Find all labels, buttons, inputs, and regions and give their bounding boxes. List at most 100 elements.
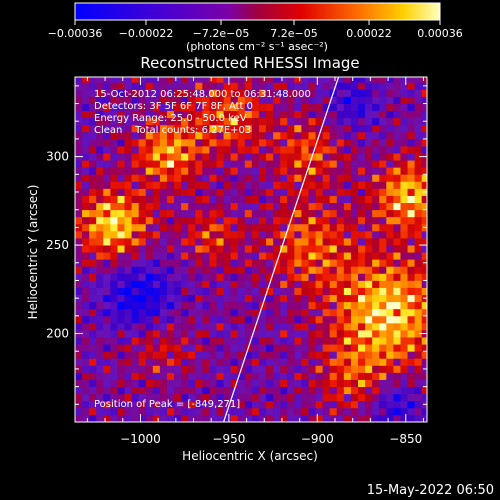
heatmap-pixel [110,245,118,253]
heatmap-pixel [89,372,97,380]
heatmap-pixel [96,124,104,133]
heatmap-pixel [379,358,387,366]
heatmap-pixel [117,131,125,140]
heatmap-pixel [117,330,125,338]
heatmap-pixel [131,174,140,182]
heatmap-pixel [209,110,217,119]
heatmap-pixel [280,386,288,395]
heatmap-pixel [350,188,359,196]
heatmap-pixel [329,287,338,296]
heatmap-pixel [365,174,373,182]
heatmap-pixel [145,252,154,260]
heatmap-pixel [159,209,168,218]
heatmap-pixel [400,365,408,373]
heatmap-pixel [209,400,217,409]
heatmap-pixel [124,89,133,97]
heatmap-pixel [414,174,423,182]
heatmap-pixel [372,414,380,422]
heatmap-pixel [202,400,210,409]
heatmap-pixel [209,124,217,133]
heatmap-pixel [407,77,416,83]
heatmap-pixel [315,259,324,267]
heatmap-pixel [301,330,309,338]
heatmap-pixel [329,308,338,317]
heatmap-pixel [181,308,189,317]
heatmap-pixel [103,287,111,296]
heatmap-pixel [315,82,324,90]
heatmap-pixel [421,287,427,296]
heatmap-pixel [322,131,331,140]
heatmap-pixel [131,153,140,161]
heatmap-pixel [329,400,338,409]
heatmap-pixel [110,330,118,338]
heatmap-pixel [308,110,316,119]
heatmap-pixel [166,96,175,104]
heatmap-pixel [386,131,394,140]
heatmap-pixel [308,259,316,267]
heatmap-pixel [244,266,253,274]
heatmap-pixel [166,230,175,239]
heatmap-pixel [110,238,118,246]
heatmap-pixel [223,379,232,388]
heatmap-pixel [230,230,239,239]
heatmap-pixel [414,146,423,154]
heatmap-pixel [343,358,352,366]
heatmap-pixel [407,96,416,104]
heatmap-pixel [407,308,416,317]
heatmap-pixel [145,308,154,317]
heatmap-pixel [294,103,302,112]
heatmap-pixel [131,315,140,324]
heatmap-pixel [379,216,387,225]
heatmap-pixel [322,181,331,189]
heatmap-pixel [407,400,416,409]
heatmap-pixel [379,344,387,352]
heatmap-pixel [216,174,224,182]
colorbar: −0.00036 −0.00022 −7.2e−05 7.2e−05 0.00022 0.… [48,2,463,53]
heatmap-pixel [89,82,97,90]
heatmap-pixel [96,280,104,288]
heatmap-pixel [124,330,133,338]
heatmap-pixel [322,174,331,182]
heatmap-pixel [117,351,125,359]
heatmap-pixel [386,153,394,161]
heatmap-pixel [202,117,210,126]
heatmap-pixel [343,89,352,97]
heatmap-pixel [258,266,267,274]
heatmap-pixel [400,280,408,288]
heatmap-pixel [181,238,189,246]
heatmap-pixel [202,110,210,119]
heatmap-pixel [414,372,423,380]
heatmap-pixel [166,245,175,253]
heatmap-pixel [188,167,196,175]
heatmap-pixel [280,280,288,288]
heatmap-pixel [237,344,246,352]
heatmap-pixel [273,124,281,133]
heatmap-pixel [358,160,366,168]
heatmap-pixel [251,82,260,90]
heatmap-pixel [237,103,246,112]
heatmap-pixel [152,238,161,246]
heatmap-pixel [336,223,345,232]
heatmap-pixel [266,77,274,83]
heatmap-pixel [350,82,359,90]
heatmap-pixel [400,252,408,260]
heatmap-pixel [124,351,133,359]
heatmap-pixel [209,245,217,253]
heatmap-pixel [195,407,203,416]
heatmap-pixel [400,400,408,409]
heatmap-pixel [195,77,203,83]
heatmap-pixel [188,138,196,147]
heatmap-pixel [365,216,373,225]
heatmap-pixel [230,287,239,296]
heatmap-pixel [216,315,224,324]
heatmap-pixel [329,358,338,366]
heatmap-pixel [181,181,189,189]
heatmap-pixel [138,252,147,260]
heatmap-pixel [96,238,104,246]
heatmap-pixel [145,379,154,388]
heatmap-pixel [75,379,83,388]
heatmap-pixel [188,351,196,359]
heatmap-pixel [379,266,387,274]
heatmap-pixel [266,414,274,422]
heatmap-pixel [159,153,168,161]
